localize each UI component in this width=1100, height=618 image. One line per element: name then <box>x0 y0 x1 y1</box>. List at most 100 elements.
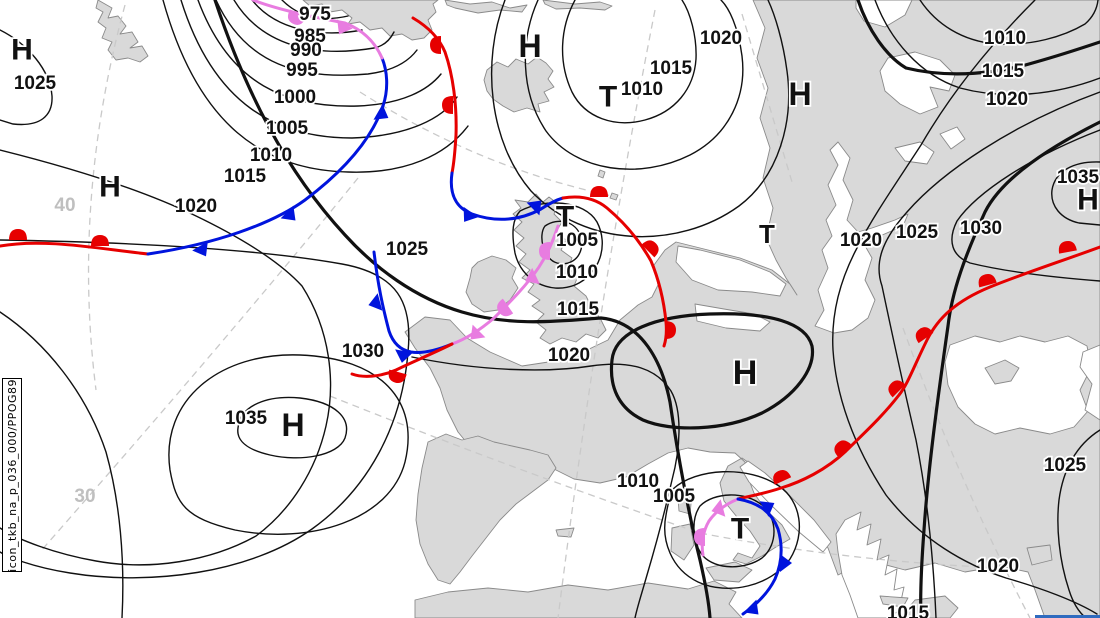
front-cold-marker <box>759 501 775 517</box>
low-pressure-label: T <box>599 80 617 113</box>
front-occluded-marker <box>287 9 306 25</box>
front-warm-marker <box>665 321 676 339</box>
landmass-iceland <box>483 56 555 113</box>
landmass-arctic-islands-2 <box>542 0 613 11</box>
pressure-label: 1030 <box>342 341 384 362</box>
isobar-line <box>561 0 697 124</box>
pressure-label: 1010 <box>556 262 598 283</box>
sea-layer <box>675 0 1100 618</box>
pressure-label: 1035 <box>1057 167 1100 188</box>
high-pressure-label: H <box>281 407 304 443</box>
low-pressure-label: T <box>731 512 749 545</box>
front-occluded-marker <box>525 267 540 285</box>
lake-ladoga <box>894 141 935 165</box>
landmass-sardinia <box>670 523 695 561</box>
pressure-label: 1010 <box>621 79 663 100</box>
pressure-label: 1025 <box>14 73 57 94</box>
pressure-label: 1005 <box>556 230 599 251</box>
isobar-line <box>919 0 1099 45</box>
low-pressure-label: T <box>556 200 574 233</box>
pressure-label: 1015 <box>887 603 930 618</box>
pressure-label: 1025 <box>896 222 939 243</box>
landmass-crete <box>879 595 909 608</box>
front-warm-marker <box>1058 240 1077 254</box>
landmass-shetland <box>597 169 606 179</box>
front-warm-marker <box>978 273 997 288</box>
front-cold <box>449 171 565 221</box>
pressure-label: 1020 <box>840 230 882 251</box>
isobar-line <box>0 149 332 566</box>
pressure-label: 1010 <box>617 471 659 492</box>
landmass-tunisia <box>899 595 959 618</box>
landmass-greenland-main <box>302 0 439 41</box>
graticule-line <box>359 91 613 197</box>
isobar-line <box>874 0 1100 96</box>
pressure-label: 985 <box>294 26 326 47</box>
latitude-label: 30 <box>74 486 95 507</box>
isobar-line <box>411 356 680 618</box>
front-cold-marker <box>280 205 296 221</box>
isobar-line <box>1057 429 1100 618</box>
landmass-arctic-islands <box>444 0 528 14</box>
front-cold-marker <box>192 241 208 257</box>
pressure-label: 1005 <box>653 486 696 507</box>
front-occluded-marker <box>470 324 486 340</box>
isobar-line <box>162 0 469 173</box>
isobar-line <box>237 396 348 459</box>
front-occluded-marker <box>694 528 705 546</box>
landmass-greenland-east <box>95 0 149 63</box>
front-occluded-marker <box>539 242 550 260</box>
front-warm-marker <box>430 36 441 54</box>
isobar-line <box>693 494 775 568</box>
landmass-cyprus <box>1026 544 1053 566</box>
front-warm-marker <box>91 235 109 246</box>
front-occluded-marker <box>337 19 353 35</box>
landmass-sicily <box>705 561 753 583</box>
high-pressure-label: H <box>788 76 811 112</box>
isobar-line <box>233 0 395 52</box>
isobar-line <box>609 312 815 430</box>
isobar-line <box>213 0 712 618</box>
pressure-label: 995 <box>286 60 318 81</box>
chart-id-text: icon_tkb_na_p_036_000/PPOG89 <box>5 378 19 572</box>
pressure-label: 1005 <box>266 118 309 139</box>
graticule-line <box>902 327 1031 618</box>
front-cold <box>146 56 389 256</box>
front-warm <box>350 342 454 378</box>
front-warm <box>411 16 458 175</box>
landmass-north-africa <box>414 580 743 618</box>
front-occluded-marker <box>497 298 514 317</box>
isobar-line <box>512 202 603 289</box>
pressure-label: 1015 <box>224 166 267 187</box>
pressure-label: 1020 <box>700 28 742 49</box>
front-warm-marker <box>773 469 792 485</box>
pressure-label: 1020 <box>548 345 590 366</box>
isobar-line <box>0 311 124 618</box>
isobar-line <box>951 129 1100 282</box>
high-pressure-label: H <box>11 33 33 66</box>
pressure-label: 990 <box>290 40 322 61</box>
graticule-line <box>741 13 793 183</box>
isobar-line <box>1051 161 1100 226</box>
front-occluded <box>251 0 384 60</box>
logo-strip <box>1035 615 1100 618</box>
front-cold-marker <box>395 349 413 363</box>
sea-caspian-edge <box>1079 344 1100 421</box>
pressure-label: 1015 <box>650 58 693 79</box>
isobar-line <box>664 470 801 589</box>
sea-danish-straits <box>694 303 771 332</box>
graticule-line <box>87 4 126 391</box>
high-pressure-label: H <box>1077 183 1099 216</box>
landmass-iberia <box>415 433 557 585</box>
high-pressure-label: H <box>518 28 541 64</box>
front-cold-marker <box>743 599 759 615</box>
pressure-label: 1020 <box>977 556 1019 577</box>
isobar-line <box>524 0 744 170</box>
front-warm-marker <box>834 440 852 458</box>
pressure-label: 1015 <box>982 61 1025 82</box>
landmass-faroe <box>609 192 619 201</box>
sea-barents-notch <box>855 0 913 28</box>
